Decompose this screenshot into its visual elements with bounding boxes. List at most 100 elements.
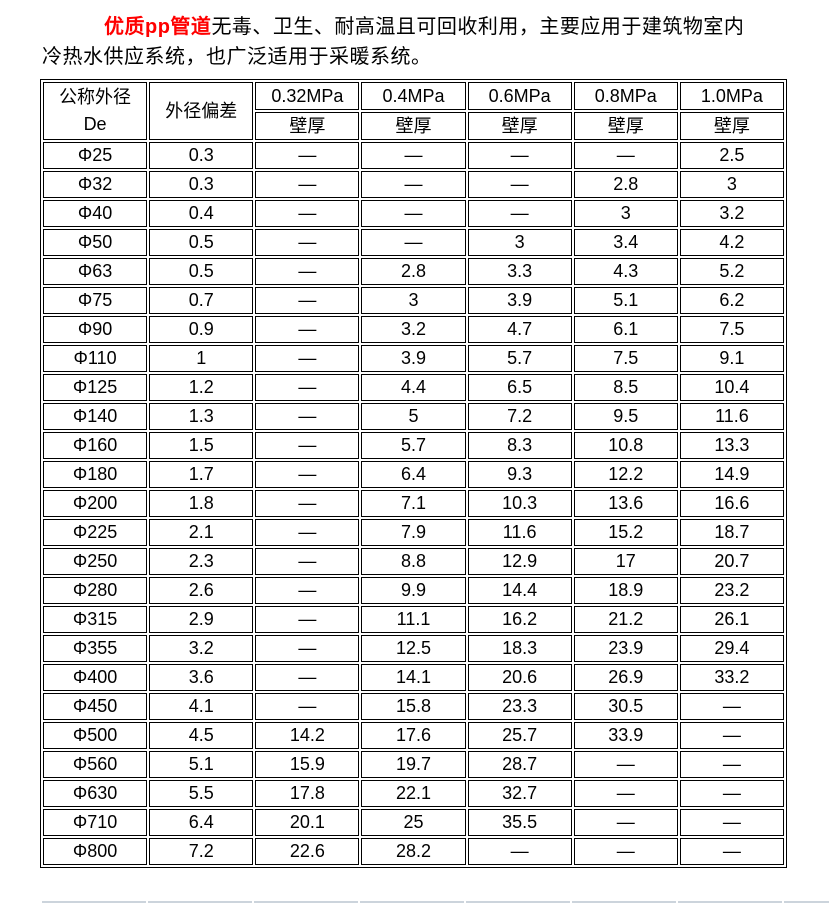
wall-thickness-cell: 16.2 <box>467 606 572 633</box>
wall-thickness-cell: 5.5 <box>149 780 254 807</box>
wall-thickness-cell: — <box>255 287 360 314</box>
wall-thickness-cell: 15.2 <box>573 519 678 546</box>
wall-thickness-cell: 18.9 <box>573 577 678 604</box>
wall-thickness-cell: — <box>467 200 572 227</box>
wall-thickness-cell: 4.4 <box>361 374 466 401</box>
wall-thickness-cell: 13.6 <box>573 490 678 517</box>
table-row: Φ63 0.5—2.8 3.3 4.3 5.2 <box>43 258 784 285</box>
wall-thickness-cell: 3 <box>573 200 678 227</box>
wall-thickness-cell: 5.1 <box>149 751 254 778</box>
wall-thickness-cell: 20.1 <box>255 809 360 836</box>
wall-thickness-cell: 22.6 <box>255 838 360 865</box>
header-wall-thickness-4: 壁厚 <box>573 112 678 140</box>
wall-thickness-cell: 9.1 <box>679 345 784 372</box>
wall-thickness-cell: — <box>361 229 466 256</box>
wall-thickness-cell: 15.8 <box>361 693 466 720</box>
diameter-cell: Φ500 <box>43 722 148 749</box>
wall-thickness-cell: 1.7 <box>149 461 254 488</box>
diameter-cell: Φ25 <box>43 142 148 169</box>
diameter-cell: Φ180 <box>43 461 148 488</box>
intro-highlight: 优质pp管道 <box>104 16 212 38</box>
wall-thickness-cell: 1.3 <box>149 403 254 430</box>
wall-thickness-cell: — <box>361 142 466 169</box>
table-row: Φ400 3.6—14.1 20.6 26.9 33.2 <box>43 664 784 691</box>
table-row: Φ250 2.3—8.8 12.9 17 20.7 <box>43 548 784 575</box>
diameter-cell: Φ250 <box>43 548 148 575</box>
next-table-top-border <box>42 901 829 904</box>
wall-thickness-cell: 8.8 <box>361 548 466 575</box>
wall-thickness-cell: 4.3 <box>573 258 678 285</box>
wall-thickness-cell: 11.1 <box>361 606 466 633</box>
next-table-cell-border <box>572 901 676 903</box>
wall-thickness-cell: 25.7 <box>467 722 572 749</box>
diameter-cell: Φ450 <box>43 693 148 720</box>
diameter-cell: Φ710 <box>43 809 148 836</box>
wall-thickness-cell: 18.3 <box>467 635 572 662</box>
wall-thickness-cell: 2.6 <box>149 577 254 604</box>
wall-thickness-cell: — <box>255 577 360 604</box>
wall-thickness-cell: — <box>573 142 678 169</box>
diameter-cell: Φ200 <box>43 490 148 517</box>
diameter-cell: Φ140 <box>43 403 148 430</box>
wall-thickness-cell: 23.3 <box>467 693 572 720</box>
wall-thickness-cell: 26.1 <box>679 606 784 633</box>
wall-thickness-cell: 4.5 <box>149 722 254 749</box>
wall-thickness-cell: 6.2 <box>679 287 784 314</box>
intro-paragraph: 优质pp管道无毒、卫生、耐高温且可回收利用，主要应用于建筑物室内 冷热水供应系统，… <box>42 12 805 72</box>
header-wall-thickness-1: 壁厚 <box>255 112 360 140</box>
wall-thickness-cell: 0.3 <box>149 171 254 198</box>
table-row: Φ280 2.6—9.9 14.4 18.9 23.2 <box>43 577 784 604</box>
wall-thickness-cell: 19.7 <box>361 751 466 778</box>
table-row: Φ355 3.2—12.5 18.3 23.9 29.4 <box>43 635 784 662</box>
wall-thickness-cell: 2.8 <box>573 171 678 198</box>
table-row: Φ125 1.2—4.4 6.5 8.5 10.4 <box>43 374 784 401</box>
header-wall-thickness-5: 壁厚 <box>679 112 784 140</box>
next-table-cell-border <box>148 901 252 903</box>
table-row: Φ500 4.5 14.2 17.6 25.7 33.9— <box>43 722 784 749</box>
wall-thickness-cell: 0.5 <box>149 258 254 285</box>
table-row: Φ450 4.1—15.8 23.3 30.5— <box>43 693 784 720</box>
table-row: Φ800 7.2 22.6 28.2— — — <box>43 838 784 865</box>
table-row: Φ225 2.1—7.9 11.6 15.2 18.7 <box>43 519 784 546</box>
wall-thickness-cell: 5 <box>361 403 466 430</box>
wall-thickness-cell: 17 <box>573 548 678 575</box>
next-table-cell-border <box>254 901 358 903</box>
wall-thickness-cell: — <box>679 838 784 865</box>
diameter-cell: Φ32 <box>43 171 148 198</box>
wall-thickness-cell: 18.7 <box>679 519 784 546</box>
table-row: Φ90 0.9—3.2 4.7 6.1 7.5 <box>43 316 784 343</box>
diameter-cell: Φ355 <box>43 635 148 662</box>
header-pressure-06mpa: 0.6MPa <box>467 82 572 110</box>
wall-thickness-cell: 6.1 <box>573 316 678 343</box>
header-pressure-04mpa: 0.4MPa <box>361 82 466 110</box>
wall-thickness-cell: 21.2 <box>573 606 678 633</box>
diameter-cell: Φ800 <box>43 838 148 865</box>
wall-thickness-cell: — <box>255 345 360 372</box>
header-pressure-10mpa: 1.0MPa <box>679 82 784 110</box>
table-row: Φ25 0.3— — — —2.5 <box>43 142 784 169</box>
header-outer-diameter-deviation: 外径偏差 <box>149 82 254 140</box>
wall-thickness-cell: — <box>573 838 678 865</box>
table-row: Φ710 6.4 20.1 25 35.5— — <box>43 809 784 836</box>
diameter-cell: Φ40 <box>43 200 148 227</box>
header-nominal-diameter-line1: 公称外径 <box>59 87 132 107</box>
wall-thickness-cell: — <box>255 490 360 517</box>
diameter-cell: Φ225 <box>43 519 148 546</box>
wall-thickness-cell: 0.4 <box>149 200 254 227</box>
table-row: Φ630 5.5 17.8 22.1 32.7— — <box>43 780 784 807</box>
pipe-spec-table: 公称外径 De 外径偏差 0.32MPa 0.4MPa 0.6MPa 0.8MPa… <box>40 79 787 868</box>
wall-thickness-cell: 6.5 <box>467 374 572 401</box>
wall-thickness-cell: — <box>255 403 360 430</box>
wall-thickness-cell: 7.1 <box>361 490 466 517</box>
wall-thickness-cell: 2.3 <box>149 548 254 575</box>
wall-thickness-cell: 5.2 <box>679 258 784 285</box>
wall-thickness-cell: 7.2 <box>149 838 254 865</box>
wall-thickness-cell: — <box>573 751 678 778</box>
wall-thickness-cell: — <box>361 171 466 198</box>
wall-thickness-cell: 8.5 <box>573 374 678 401</box>
table-row: Φ560 5.1 15.9 19.7 28.7— — <box>43 751 784 778</box>
wall-thickness-cell: 13.3 <box>679 432 784 459</box>
wall-thickness-cell: 7.5 <box>573 345 678 372</box>
wall-thickness-cell: 3.4 <box>573 229 678 256</box>
table-row: Φ140 1.3—5 7.2 9.5 11.6 <box>43 403 784 430</box>
